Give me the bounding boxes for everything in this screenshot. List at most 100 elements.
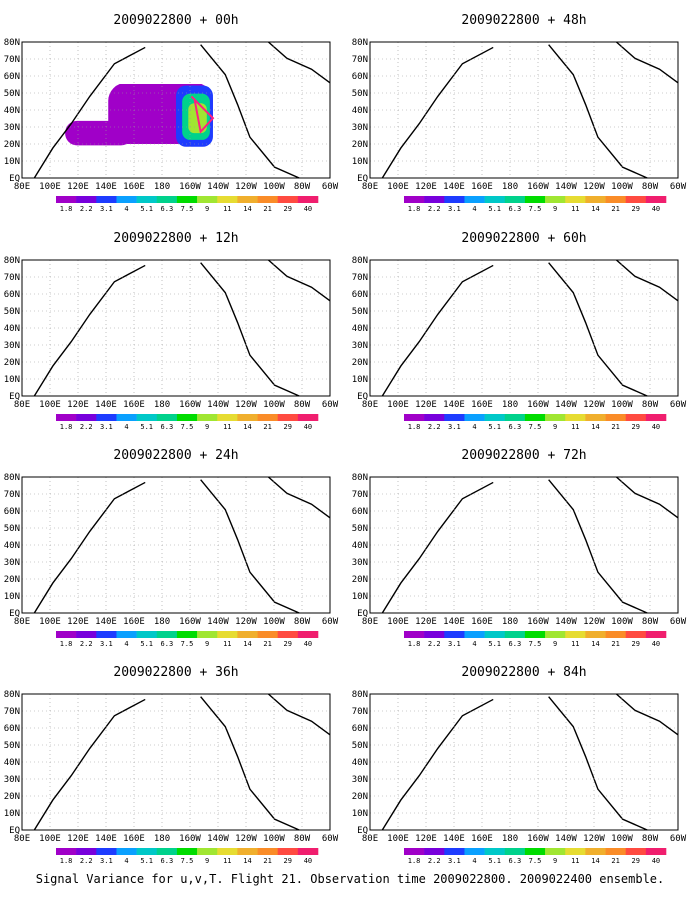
y-tick-label: 50N — [4, 741, 20, 751]
colorbar-label: 2.2 — [428, 205, 441, 213]
y-tick-label: 60N — [352, 724, 368, 734]
y-tick-label: 10N — [352, 592, 368, 602]
colorbar-swatch — [176, 196, 198, 203]
colorbar-label: 7.5 — [181, 205, 194, 213]
colorbar-swatch — [136, 631, 158, 638]
map-panel-8: 2009022800 + 84h EQ 10N 20N 30N 40N 50N 60N 70N 8… — [352, 665, 687, 865]
x-tick-label: 140E — [443, 182, 465, 192]
colorbar-label: 7.5 — [529, 857, 542, 865]
y-tick-label: 70N — [352, 707, 368, 717]
colorbar-swatch — [277, 631, 299, 638]
colorbar-swatch — [545, 848, 566, 855]
colorbar-swatch — [585, 631, 606, 638]
colorbar-label: 3.1 — [448, 857, 461, 865]
y-tick-label: 20N — [4, 358, 20, 368]
colorbar-label: 21 — [611, 857, 619, 865]
x-tick-label: 140E — [95, 834, 117, 844]
colorbar-swatch — [217, 196, 238, 203]
x-tick-label: 180 — [154, 834, 170, 844]
colorbar-swatch — [484, 631, 506, 638]
colorbar-swatch — [585, 848, 606, 855]
colorbar-swatch — [524, 196, 546, 203]
colorbar-swatch — [176, 631, 198, 638]
colorbar-swatch — [565, 196, 586, 203]
colorbar-label: 9 — [553, 857, 557, 865]
colorbar-label: 9 — [553, 640, 557, 648]
x-tick-label: 160W — [179, 834, 201, 844]
panel-title: 2009022800 + 72h — [461, 448, 586, 463]
coastline — [381, 698, 494, 831]
x-tick-label: 140E — [443, 617, 465, 627]
y-tick-label: 50N — [352, 741, 368, 751]
x-tick-label: 80E — [14, 617, 30, 627]
x-tick-label: 60W — [670, 617, 687, 627]
x-tick-label: 80W — [294, 400, 311, 410]
colorbar-swatch — [237, 631, 258, 638]
y-tick-label: 40N — [352, 106, 368, 116]
x-tick-label: 100W — [263, 834, 285, 844]
colorbar-label: 29 — [632, 205, 640, 213]
x-tick-label: 140E — [95, 400, 117, 410]
colorbar-label: 40 — [652, 205, 660, 213]
x-tick-label: 100W — [263, 182, 285, 192]
colorbar-swatch — [484, 414, 506, 421]
colorbar-swatch — [156, 196, 178, 203]
x-tick-label: 140W — [207, 834, 229, 844]
colorbar-label: 4 — [124, 857, 128, 865]
colorbar-label: 4 — [124, 205, 128, 213]
colorbar-label: 1.8 — [408, 423, 421, 431]
colorbar-swatch — [136, 848, 158, 855]
panel-title: 2009022800 + 84h — [461, 665, 586, 680]
colorbar-swatch — [424, 196, 445, 203]
colorbar-label: 9 — [553, 423, 557, 431]
x-tick-label: 80E — [14, 834, 30, 844]
y-tick-label: EQ — [357, 826, 368, 836]
colorbar-swatch — [605, 414, 626, 421]
colorbar-label: 6.3 — [161, 205, 174, 213]
colorbar-swatch — [197, 196, 218, 203]
x-tick-label: 80W — [294, 182, 311, 192]
x-tick-label: 100E — [39, 400, 61, 410]
colorbar-label: 3.1 — [100, 205, 113, 213]
colorbar-label: 21 — [611, 205, 619, 213]
colorbar-swatch — [545, 631, 566, 638]
map-frame — [369, 693, 679, 831]
colorbar-label: 5.1 — [140, 423, 153, 431]
colorbar-label: 9 — [205, 205, 209, 213]
colorbar-label: 7.5 — [529, 423, 542, 431]
colorbar-swatch — [444, 848, 465, 855]
map-background — [370, 42, 678, 178]
coastline — [615, 41, 679, 84]
colorbar-label: 5.1 — [140, 205, 153, 213]
y-tick-label: 60N — [352, 507, 368, 517]
y-tick-label: 20N — [4, 575, 20, 585]
map-panel-7: 2009022800 + 36h EQ 10N 20N 30N 40N 50N 60N 70N 8… — [4, 665, 339, 865]
colorbar-swatch — [645, 414, 667, 421]
colorbar-label: 4 — [472, 857, 476, 865]
colorbar-label: 6.3 — [161, 640, 174, 648]
y-tick-label: 30N — [352, 123, 368, 133]
colorbar-swatch — [645, 631, 667, 638]
colorbar-swatch — [464, 196, 485, 203]
panel-title: 2009022800 + 00h — [113, 13, 238, 28]
colorbar-swatch — [484, 196, 506, 203]
y-tick-label: 30N — [352, 775, 368, 785]
x-tick-label: 60W — [670, 182, 687, 192]
colorbar-label: 29 — [284, 640, 292, 648]
x-tick-label: 60W — [670, 400, 687, 410]
colorbar-label: 6.3 — [509, 857, 522, 865]
colorbar-swatch — [565, 631, 586, 638]
colorbar-swatch — [96, 631, 117, 638]
colorbar-swatch — [176, 414, 198, 421]
variance-area — [65, 120, 133, 146]
colorbar-swatch — [625, 631, 647, 638]
colorbar-label: 2.2 — [80, 640, 93, 648]
y-tick-label: 70N — [4, 55, 20, 65]
x-tick-label: 80E — [362, 617, 378, 627]
colorbar-swatch — [237, 848, 258, 855]
y-tick-label: 20N — [352, 140, 368, 150]
y-tick-label: 50N — [352, 89, 368, 99]
colorbar-label: 14 — [243, 640, 251, 648]
colorbar-label: 5.1 — [488, 423, 501, 431]
x-tick-label: 80E — [14, 400, 30, 410]
